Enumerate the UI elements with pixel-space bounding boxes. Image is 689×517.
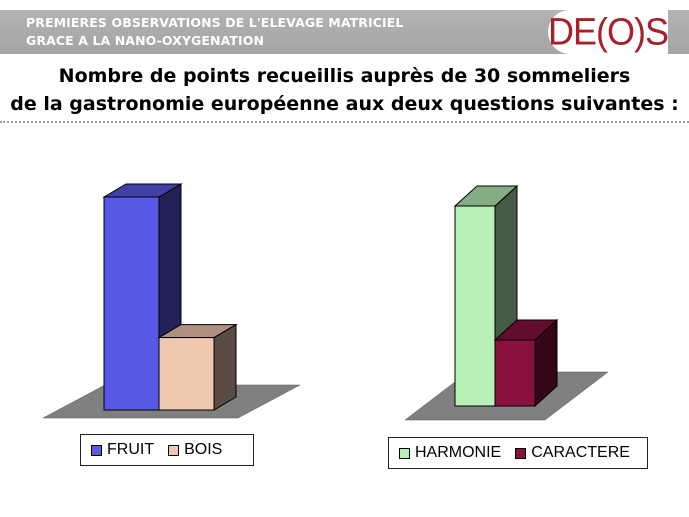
legend-harmonie-caractere: HARMONIE CARACTERE	[388, 437, 648, 469]
bar-bois	[158, 337, 215, 411]
title-line-2: de la gastronomie européenne aux deux qu…	[10, 93, 679, 115]
title-divider	[0, 121, 689, 123]
header-line-1: PREMIERES OBSERVATIONS DE L'ELEVAGE MATR…	[26, 15, 404, 30]
legend-swatch-caractere	[515, 447, 527, 459]
legend-label-harmonie: HARMONIE	[415, 444, 502, 461]
bar-caractere	[494, 339, 536, 407]
legend-label-bois: BOIS	[184, 441, 223, 458]
bar-side-bois	[213, 323, 237, 411]
header-title: PREMIERES OBSERVATIONS DE L'ELEVAGE MATR…	[26, 14, 403, 50]
logo-text: DE(O)S	[548, 9, 669, 53]
header-line-2: GRACE A LA NANO-OXYGENATION	[26, 33, 265, 48]
bar-fruit	[103, 196, 160, 411]
legend-item-fruit: FRUIT	[91, 441, 154, 459]
legend-swatch-harmonie	[399, 447, 410, 459]
legend-item-bois: BOIS	[168, 441, 222, 459]
legend-swatch-fruit	[91, 444, 102, 456]
legend-label-fruit: FRUIT	[107, 441, 155, 458]
legend-fruit-bois: FRUIT BOIS	[80, 434, 254, 466]
legend-label-caractere: CARACTERE	[531, 444, 630, 461]
title-line-1: Nombre de points recueillis auprès de 30…	[58, 65, 631, 87]
logo: DE(O)S	[548, 9, 669, 54]
legend-item-harmonie: HARMONIE	[399, 444, 501, 462]
bar-harmonie	[454, 205, 496, 407]
page-title: Nombre de points recueillis auprès de 30…	[0, 62, 689, 118]
legend-item-caractere: CARACTERE	[515, 444, 630, 462]
legend-swatch-bois	[168, 444, 180, 456]
